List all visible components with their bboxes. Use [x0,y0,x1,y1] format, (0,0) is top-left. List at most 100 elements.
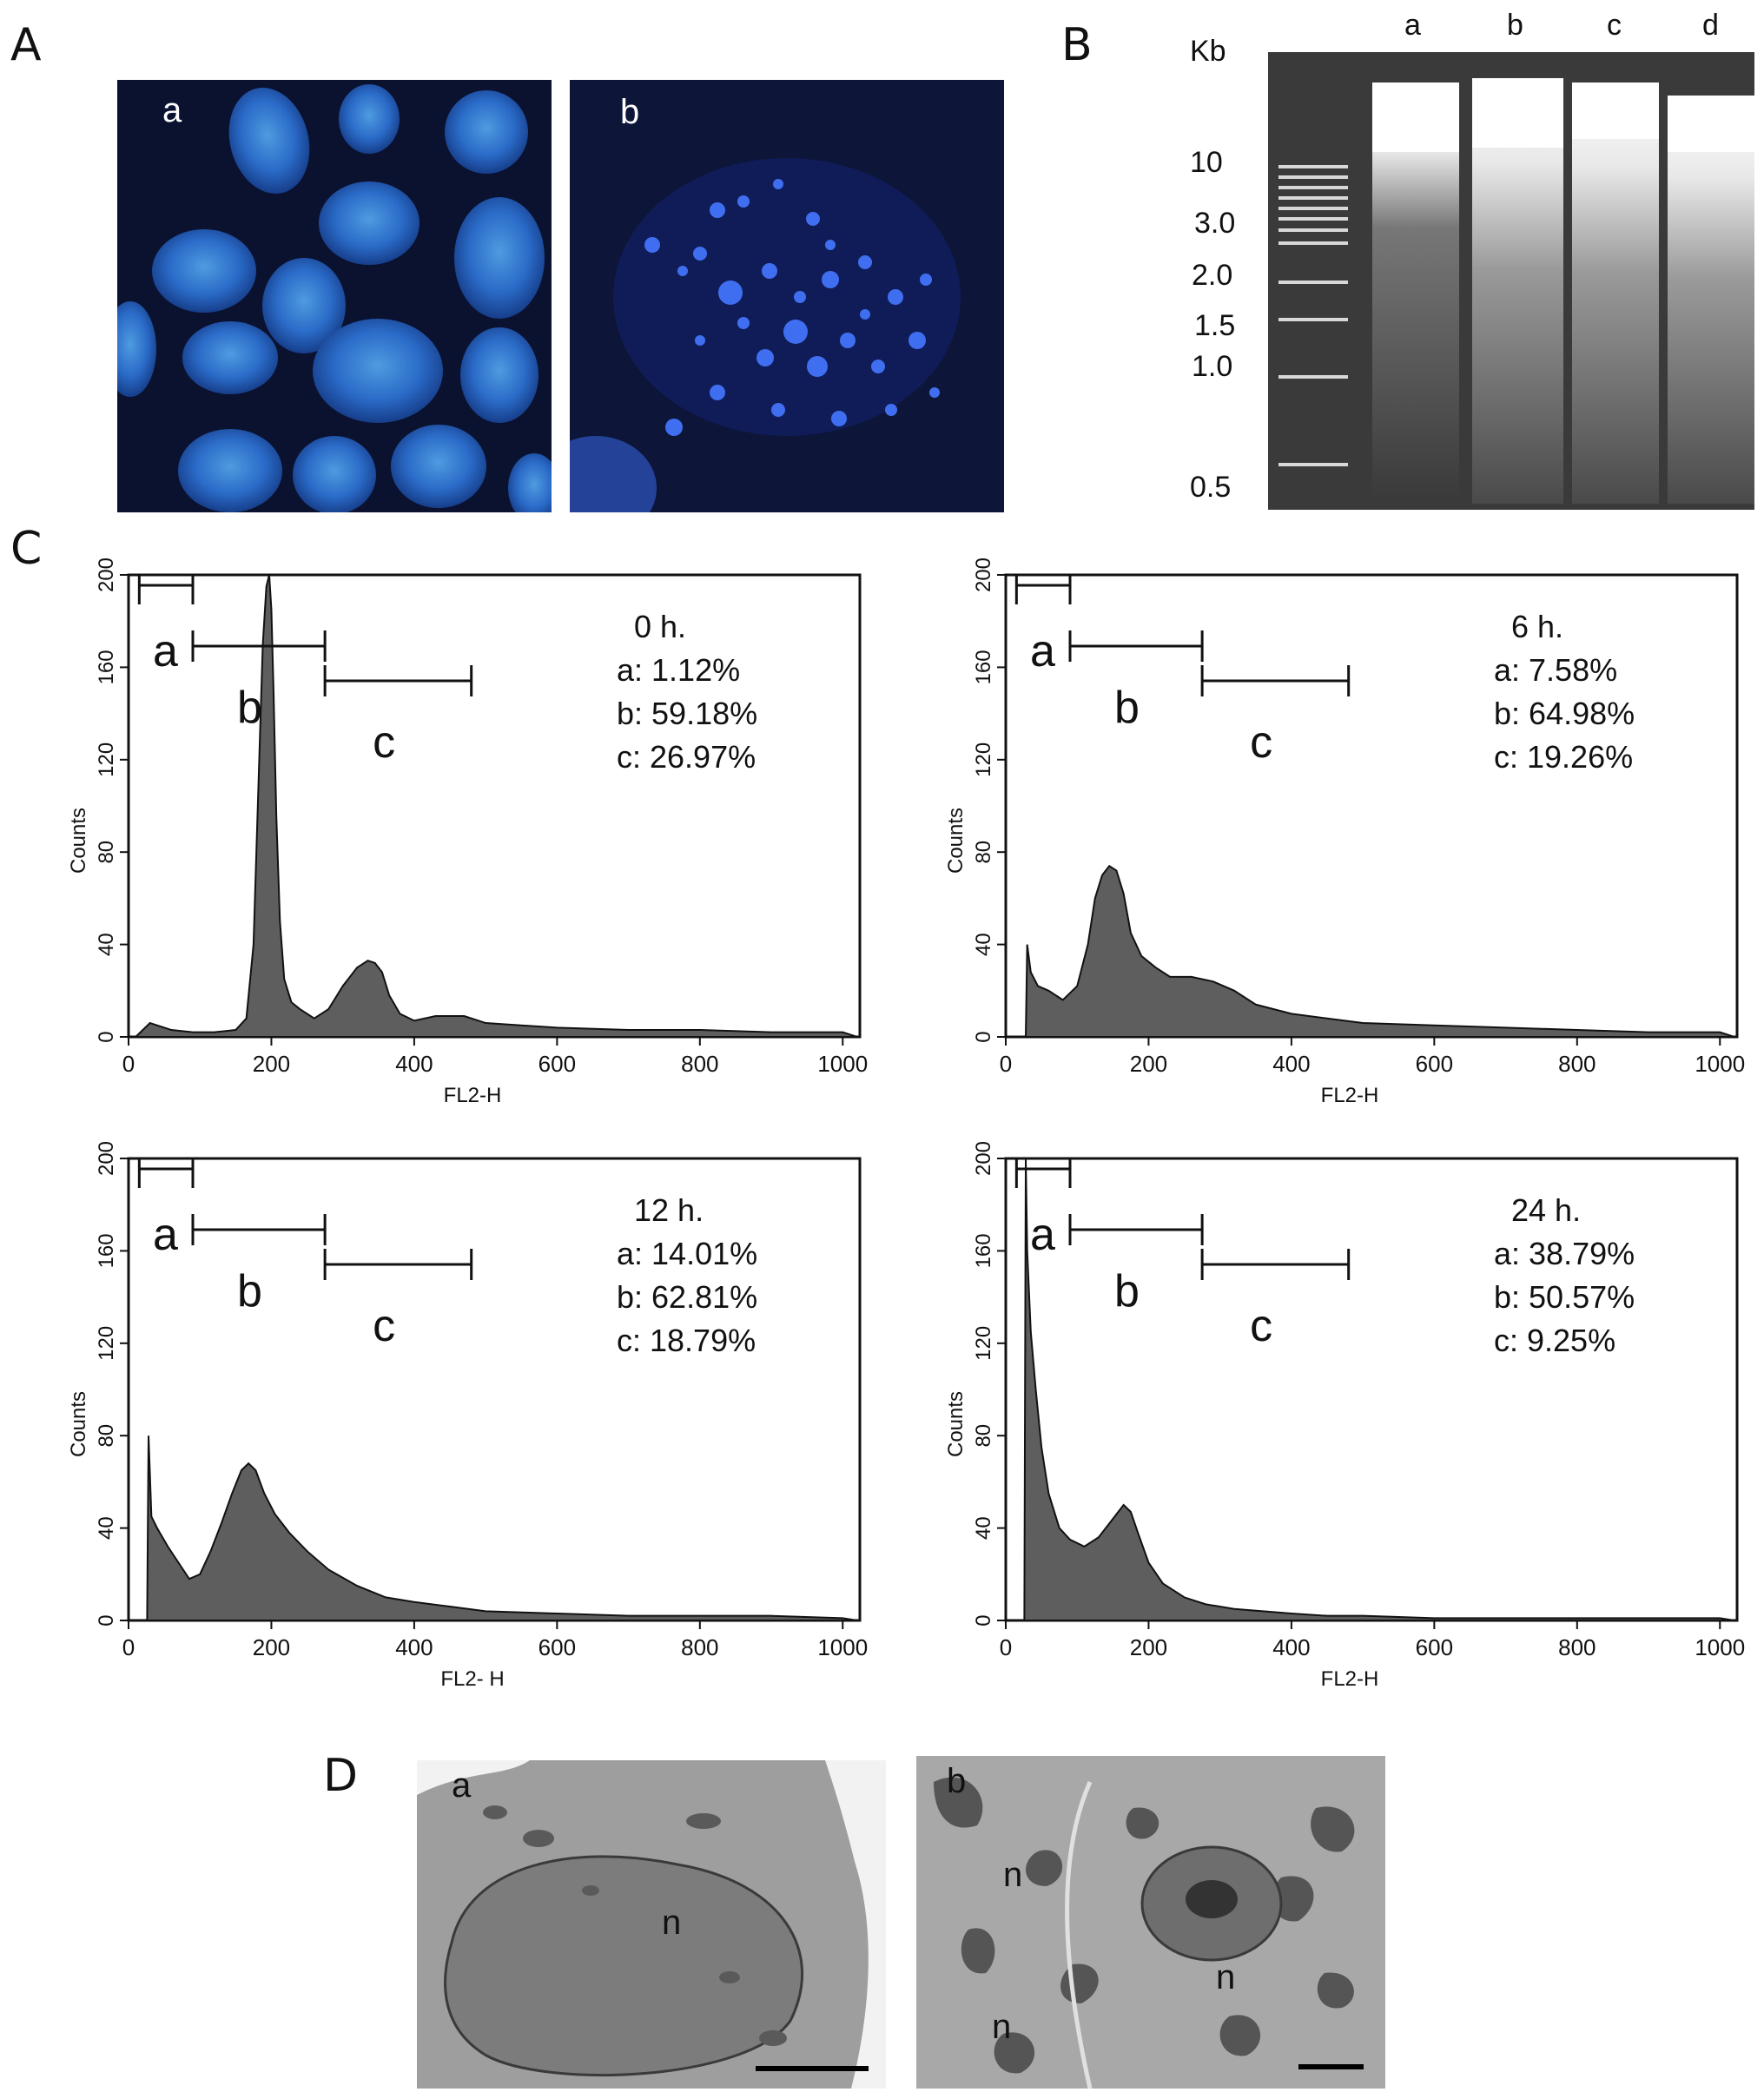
y-tick-label: 80 [972,841,995,864]
gate-label-c: c [1250,717,1272,768]
x-tick-label: 200 [253,1051,290,1077]
y-tick-label: 0 [95,1031,118,1042]
ladder-label-0-5: 0.5 [1190,471,1231,504]
tem-a-nucleus-label: n [662,1904,681,1942]
gate-percentage-c: c: 19.26% [1494,739,1633,775]
histogram-24h: 0 200 400 600 800 1000 0 40 80 120 160 200 FL2-H Coun… [944,1141,1745,1691]
time-point-label: 0 h. [634,609,686,644]
gate-percentage-a: a: 14.01% [617,1236,757,1271]
x-axis-label: FL2-H [444,1084,502,1107]
histogram-6h: 0 200 400 600 800 1000 0 40 80 120 160 200 FL2-H Coun… [944,558,1745,1107]
gate-bracket-a [1014,1158,1072,1188]
image-b-label: b [620,93,639,131]
gate-percentage-b: b: 62.81% [617,1279,757,1315]
gate-percentage-b: b: 59.18% [617,696,757,731]
gel-lane-label-d: d [1702,9,1719,42]
y-axis-label: Counts [944,808,968,874]
gate-percentage-c: c: 18.79% [617,1323,756,1358]
gate-bracket-b [1068,1214,1204,1245]
y-tick-label: 120 [95,742,118,777]
ladder-label-3: 3.0 [1194,207,1235,240]
tem-image-b: b n n n [916,1756,1385,2089]
gate-bracket-c [323,665,473,696]
y-tick-label: 0 [972,1031,995,1042]
plot-frame [127,573,862,1039]
x-tick-label: 1000 [1695,1634,1745,1660]
x-tick-label: 0 [122,1634,135,1660]
gate-label-a: a [1030,626,1055,676]
image-a-label: a [162,91,182,129]
y-tick-label: 0 [972,1614,995,1626]
x-tick-label: 1000 [817,1051,868,1077]
y-axis-label: Counts [67,1391,90,1457]
y-tick-label: 40 [95,933,118,956]
tem-b-nucleus-label-1: n [1003,1856,1022,1894]
gate-label-a: a [153,1210,178,1260]
time-point-label: 24 h. [1511,1192,1581,1228]
gate-bracket-b [1068,630,1204,662]
time-point-label: 6 h. [1511,609,1563,644]
x-tick-label: 0 [1000,1051,1012,1077]
panel-label-a: A [10,19,42,71]
gate-bracket-a [1014,575,1072,604]
gate-bracket-b [191,630,327,662]
y-tick-label: 200 [972,558,995,592]
histogram-0h: 0 200 400 600 800 1000 0 40 80 120 160 200 FL2-H Coun… [67,558,868,1107]
panel-label-c: C [10,523,43,575]
gate-label-b: b [1114,1266,1140,1317]
x-tick-label: 600 [1416,1051,1453,1077]
gate-label-b: b [237,1266,262,1317]
x-tick-label: 600 [1416,1634,1453,1660]
x-tick-label: 800 [1558,1051,1596,1077]
x-tick-label: 400 [395,1634,433,1660]
tem-b-label: b [947,1762,966,1800]
gate-label-c: c [373,717,395,768]
ladder-label-2: 2.0 [1192,259,1232,292]
fluorescence-image-a: a [117,80,552,512]
gate-bracket-a [137,1158,195,1188]
y-axis-label: Counts [944,1391,968,1457]
gel-lane-label-a: a [1404,9,1421,42]
histogram-12h: 0 200 400 600 800 1000 0 40 80 120 160 200 FL2- H Cou… [67,1141,868,1691]
gate-label-b: b [1114,683,1140,733]
tem-b-nucleus-label-2: n [1216,1958,1235,1996]
y-tick-label: 160 [972,1233,995,1268]
x-tick-label: 200 [1130,1634,1167,1660]
x-tick-label: 600 [538,1634,576,1660]
gate-percentage-a: a: 38.79% [1494,1236,1635,1271]
y-tick-label: 120 [95,1326,118,1361]
histogram-area [1025,864,1735,1038]
y-tick-label: 200 [95,558,118,592]
x-tick-label: 200 [1130,1051,1167,1077]
y-tick-label: 40 [972,933,995,956]
y-tick-label: 0 [95,1614,118,1626]
x-tick-label: 0 [122,1051,135,1077]
y-tick-label: 80 [95,1424,118,1448]
y-tick-label: 200 [972,1141,995,1176]
panel-label-b: B [1061,19,1093,71]
x-axis-label: FL2-H [1321,1084,1379,1107]
x-tick-label: 800 [1558,1634,1596,1660]
gate-percentage-c: c: 26.97% [617,739,756,775]
x-tick-label: 0 [1000,1634,1012,1660]
gate-percentage-b: b: 50.57% [1494,1279,1635,1315]
y-tick-label: 80 [95,841,118,864]
tem-a-label: a [452,1766,472,1805]
gate-percentage-a: a: 7.58% [1494,652,1617,688]
gate-percentage-c: c: 9.25% [1494,1323,1615,1358]
x-tick-label: 1000 [817,1634,868,1660]
gate-label-b: b [237,683,262,733]
gate-label-c: c [373,1301,395,1351]
ladder-label-1-5: 1.5 [1194,309,1235,342]
x-tick-label: 400 [1272,1051,1310,1077]
gate-label-c: c [1250,1301,1272,1351]
gel-lane-label-b: b [1507,9,1523,42]
x-tick-label: 1000 [1695,1051,1745,1077]
y-tick-label: 120 [972,742,995,777]
x-tick-label: 800 [681,1634,718,1660]
histogram-area [146,1435,857,1621]
gel-lane-label-c: c [1607,9,1622,42]
y-tick-label: 40 [972,1516,995,1540]
ladder-label-10: 10 [1190,146,1223,179]
x-tick-label: 400 [1272,1634,1310,1660]
